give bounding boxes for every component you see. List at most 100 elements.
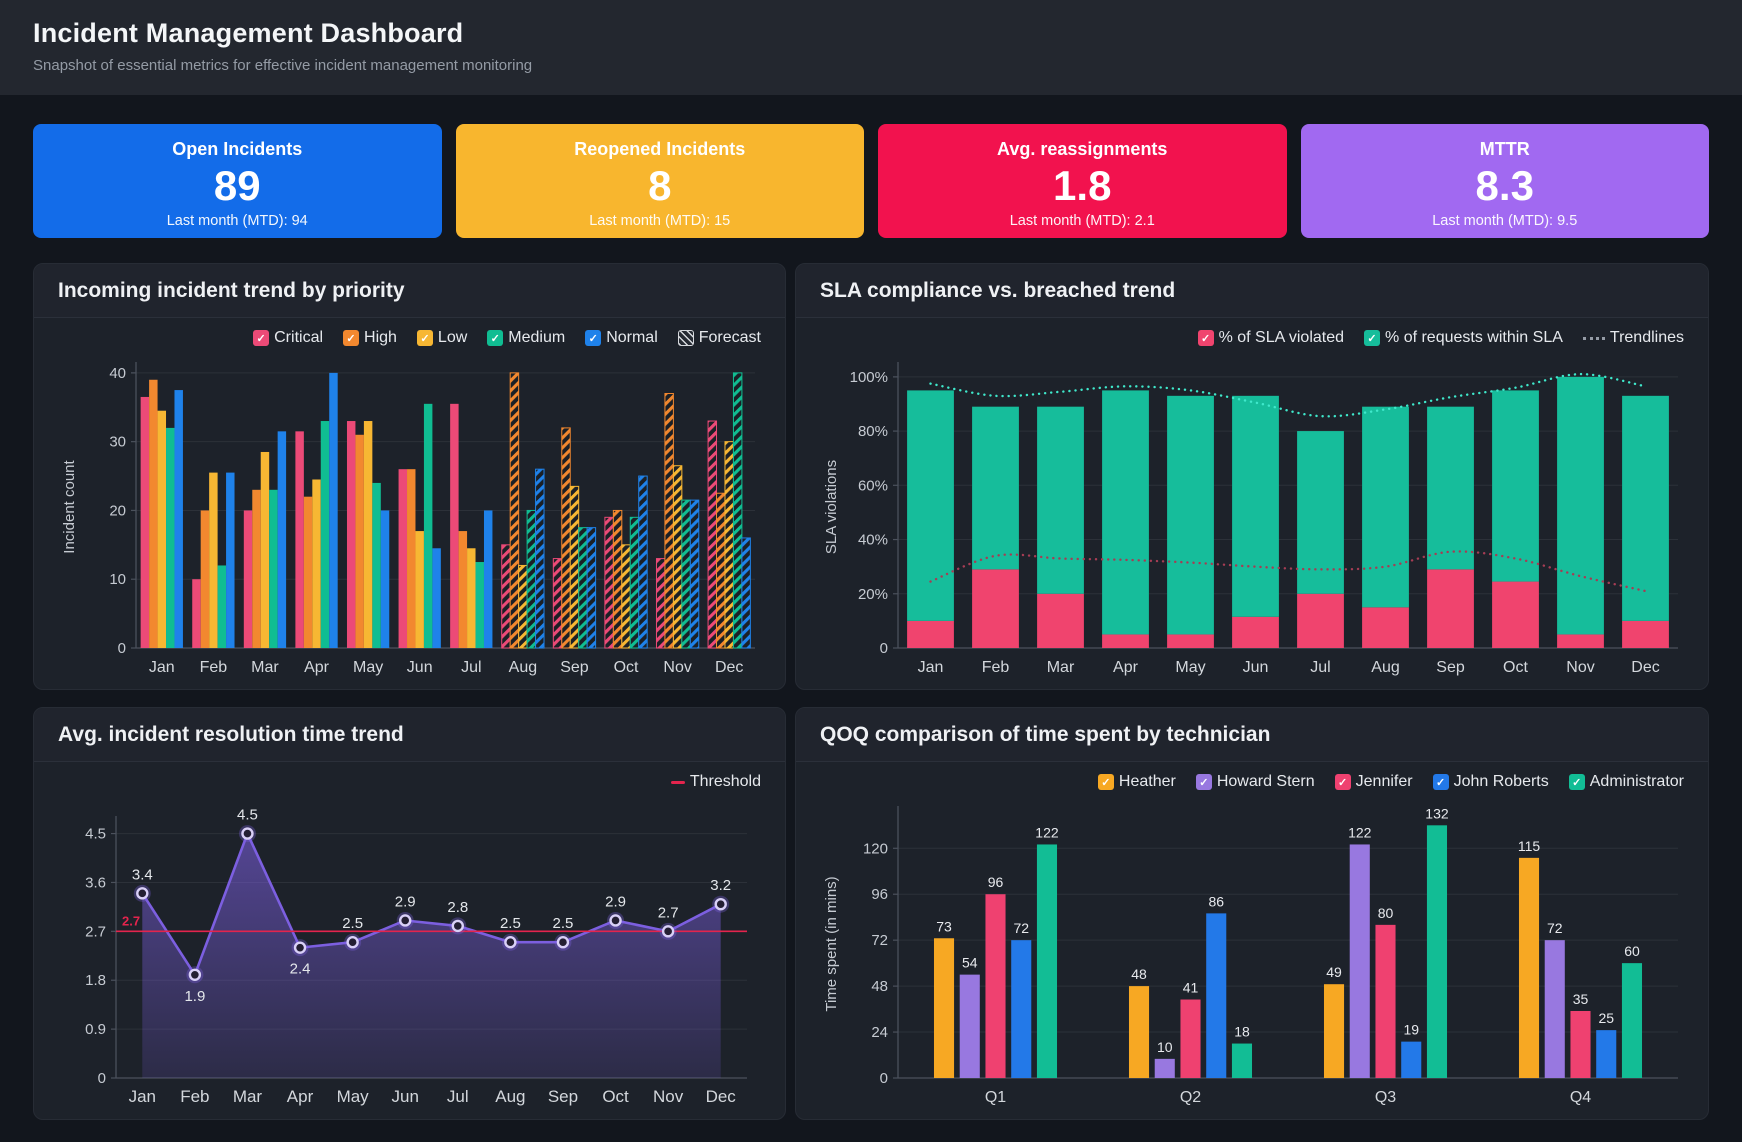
legend-item-trendlines[interactable]: Trendlines (1582, 329, 1684, 347)
legend-label: High (364, 329, 397, 346)
trendline-dots-icon (1582, 336, 1605, 340)
svg-text:48: 48 (871, 978, 888, 995)
kpi-row: Open Incidents 89 Last month (MTD): 94 R… (33, 124, 1709, 238)
legend-label: Medium (508, 329, 566, 346)
svg-text:96: 96 (871, 886, 888, 903)
series-checkbox-icon: ✓ (1364, 330, 1381, 346)
svg-text:SLA violations: SLA violations (823, 460, 840, 554)
svg-text:Incident count: Incident count (61, 459, 78, 553)
svg-text:Nov: Nov (1566, 659, 1594, 676)
svg-text:3.6: 3.6 (85, 874, 106, 891)
svg-text:41: 41 (1183, 980, 1199, 996)
svg-text:30: 30 (109, 434, 126, 451)
svg-text:Mar: Mar (1047, 659, 1075, 676)
svg-text:Mar: Mar (251, 659, 279, 676)
svg-text:Nov: Nov (653, 1087, 684, 1106)
svg-text:20%: 20% (858, 586, 888, 603)
svg-text:72: 72 (1547, 920, 1563, 936)
legend-item-medium[interactable]: ✓ Medium (487, 329, 565, 347)
legend-item-administrator[interactable]: ✓ Administrator (1568, 773, 1684, 791)
svg-text:Dec: Dec (1631, 659, 1659, 676)
svg-text:4.5: 4.5 (237, 807, 258, 824)
svg-text:2.4: 2.4 (290, 961, 311, 978)
legend-label: Howard Stern (1216, 773, 1315, 790)
series-checkbox-icon: ✓ (343, 330, 360, 346)
svg-text:Aug: Aug (1371, 659, 1399, 676)
sla-compliance-chart: 0 20% 40% 60% 80% 100% SLA violations Jan Feb Mar… (823, 362, 1678, 676)
legend-item-normal[interactable]: ✓ Normal (585, 329, 658, 347)
svg-text:2.9: 2.9 (605, 893, 626, 910)
kpi-label: Reopened Incidents (574, 139, 746, 159)
app-header: Incident Management Dashboard Snapshot o… (0, 0, 1742, 95)
legend-resolution-trend: Threshold (58, 764, 761, 800)
svg-text:122: 122 (1348, 824, 1372, 840)
legend-sla-compliance: ✓% of SLA violated ✓% of requests within … (820, 320, 1684, 356)
svg-text:72: 72 (1013, 920, 1029, 936)
panel-title: QOQ comparison of time spent by technici… (796, 708, 1708, 762)
svg-text:132: 132 (1425, 805, 1449, 821)
kpi-value: 8.3 (1475, 162, 1534, 209)
svg-text:86: 86 (1208, 893, 1224, 909)
svg-text:Jul: Jul (1310, 659, 1330, 676)
kpi-value: 89 (213, 162, 261, 209)
legend-item--of-sla-violated[interactable]: ✓% of SLA violated (1197, 329, 1344, 347)
legend-item-jennifer[interactable]: ✓ Jennifer (1334, 773, 1413, 791)
svg-text:Oct: Oct (1503, 659, 1528, 676)
legend-item-low[interactable]: ✓ Low (416, 329, 467, 347)
svg-text:4.5: 4.5 (85, 826, 106, 843)
svg-text:Time spent (in mins): Time spent (in mins) (823, 876, 840, 1011)
forecast-hatch-icon (677, 330, 694, 346)
svg-text:122: 122 (1035, 824, 1059, 840)
charts-grid: Incoming incident trend by priority ✓ Cri… (33, 263, 1709, 1120)
svg-text:73: 73 (936, 918, 952, 934)
svg-text:40: 40 (109, 365, 126, 382)
svg-text:100%: 100% (850, 369, 888, 386)
panel-title: Incoming incident trend by priority (34, 264, 785, 318)
svg-text:24: 24 (871, 1024, 888, 1041)
series-checkbox-icon: ✓ (1195, 774, 1212, 790)
svg-text:60%: 60% (858, 477, 888, 494)
svg-text:80: 80 (1378, 905, 1394, 921)
svg-text:0.9: 0.9 (85, 1021, 106, 1038)
svg-text:2.9: 2.9 (395, 893, 416, 910)
series-checkbox-icon: ✓ (1568, 774, 1585, 790)
svg-text:Feb: Feb (180, 1087, 209, 1106)
kpi-card-mttr: MTTR 8.3 Last month (MTD): 9.5 (1300, 124, 1709, 238)
series-checkbox-icon: ✓ (253, 330, 270, 346)
legend-item-heather[interactable]: ✓ Heather (1097, 773, 1176, 791)
svg-text:35: 35 (1573, 991, 1589, 1007)
svg-text:Q1: Q1 (985, 1089, 1006, 1106)
svg-text:May: May (353, 659, 383, 676)
kpi-value: 8 (648, 162, 672, 209)
svg-text:40%: 40% (858, 532, 888, 549)
svg-text:115: 115 (1518, 838, 1541, 854)
svg-text:Dec: Dec (706, 1087, 737, 1106)
svg-text:Q3: Q3 (1375, 1089, 1396, 1106)
legend-label: Normal (606, 329, 658, 346)
svg-text:3.2: 3.2 (710, 877, 731, 894)
kpi-footer: Last month (MTD): 2.1 (1009, 213, 1155, 229)
svg-text:Dec: Dec (715, 659, 743, 676)
resolution-time-trend-chart: 0 0.9 1.8 2.7 3.6 4.5 Jan Feb Mar Apr May Jun Jul Aug… (85, 807, 747, 1106)
legend-label: Jennifer (1355, 773, 1413, 790)
kpi-card-reopened-incidents: Reopened Incidents 8 Last month (MTD): 1… (455, 124, 864, 238)
kpi-label: Avg. reassignments (997, 139, 1168, 159)
kpi-value: 1.8 (1053, 162, 1112, 209)
legend-item--of-requests-within-sla[interactable]: ✓% of requests within SLA (1364, 329, 1563, 347)
svg-text:Jan: Jan (129, 1087, 156, 1106)
legend-item-critical[interactable]: ✓ Critical (253, 329, 323, 347)
legend-item-john-roberts[interactable]: ✓ John Roberts (1432, 773, 1549, 791)
svg-text:Jan: Jan (149, 659, 175, 676)
legend-item-threshold[interactable]: Threshold (670, 773, 761, 791)
legend-item-high[interactable]: ✓ High (343, 329, 397, 347)
svg-text:72: 72 (871, 932, 888, 949)
svg-text:Q2: Q2 (1180, 1089, 1201, 1106)
legend-item-forecast[interactable]: Forecast (677, 329, 761, 347)
dashboard: Open Incidents 89 Last month (MTD): 94 R… (0, 95, 1742, 1120)
legend-item-howard-stern[interactable]: ✓ Howard Stern (1195, 773, 1315, 791)
kpi-footer: Last month (MTD): 94 (166, 213, 308, 229)
svg-text:1.8: 1.8 (85, 972, 106, 989)
svg-text:Aug: Aug (509, 659, 537, 676)
series-checkbox-icon: ✓ (487, 330, 504, 346)
svg-text:19: 19 (1403, 1022, 1419, 1038)
